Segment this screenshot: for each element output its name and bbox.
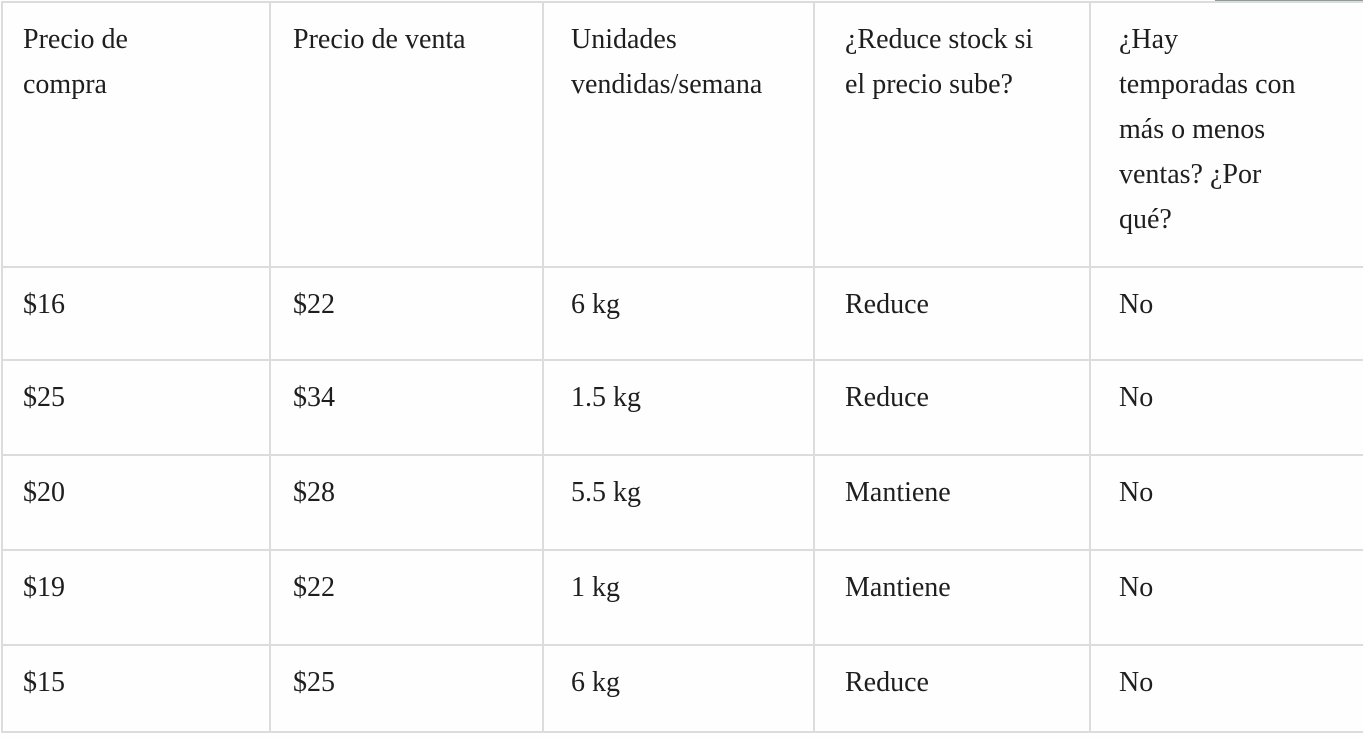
table-cell: $19 (1, 549, 271, 646)
table-cell: $20 (1, 454, 271, 551)
table-cell: $34 (269, 359, 544, 456)
table-row: $19 $22 1 kg Mantiene No (1, 549, 1363, 646)
table-cell: Reduce (813, 266, 1091, 361)
table-cell: $22 (269, 266, 544, 361)
table-cell: 5.5 kg (542, 454, 815, 551)
table-row: $16 $22 6 kg Reduce No (1, 266, 1363, 361)
column-header-reduce-stock: ¿Reduce stock si el precio sube? (813, 1, 1091, 268)
table-cell: $25 (269, 644, 544, 733)
table-cell: Mantiene (813, 454, 1091, 551)
column-header-temporadas: ¿Hay temporadas con más o menos ventas? … (1089, 1, 1363, 268)
table-cell: No (1089, 454, 1363, 551)
table-cell: $28 (269, 454, 544, 551)
table-cell: Mantiene (813, 549, 1091, 646)
table-cell: No (1089, 266, 1363, 361)
table-cell: No (1089, 359, 1363, 456)
table-cell: Reduce (813, 644, 1091, 733)
table-header-row: Precio de compra Precio de venta Unidade… (1, 1, 1363, 268)
table-cell: No (1089, 549, 1363, 646)
column-header-unidades-semana: Unidades vendidas/semana (542, 1, 815, 268)
table-row: $20 $28 5.5 kg Mantiene No (1, 454, 1363, 551)
table-cell: $22 (269, 549, 544, 646)
table-cell: $16 (1, 266, 271, 361)
column-header-precio-venta: Precio de venta (269, 1, 544, 268)
table-cell: 1 kg (542, 549, 815, 646)
table-cell: Reduce (813, 359, 1091, 456)
table-cell: No (1089, 644, 1363, 733)
table-row: $15 $25 6 kg Reduce No (1, 644, 1363, 733)
table-cell: 6 kg (542, 644, 815, 733)
table-cell: 1.5 kg (542, 359, 815, 456)
table-cell: $25 (1, 359, 271, 456)
table-row: $25 $34 1.5 kg Reduce No (1, 359, 1363, 456)
table-cell: $15 (1, 644, 271, 733)
table-cell: 6 kg (542, 266, 815, 361)
column-header-precio-compra: Precio de compra (1, 1, 271, 268)
